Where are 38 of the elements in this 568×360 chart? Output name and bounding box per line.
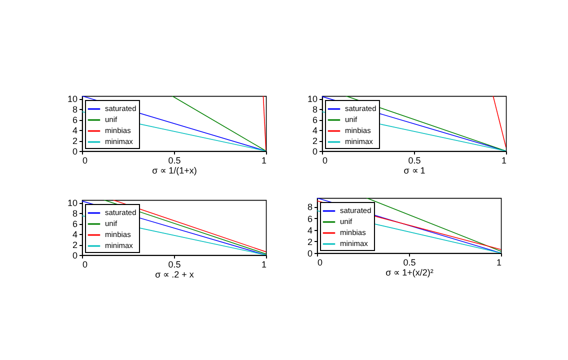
x-tick-label: 0 [82,260,88,270]
y-tick-label: 4 [72,230,78,240]
x-tick-label: 0 [322,156,328,166]
y-tick-label: 4 [72,126,78,136]
y-tick-label: 4 [312,126,318,136]
y-tick-label: 2 [312,136,318,146]
y-tick-label: 8 [72,104,78,115]
x-axis-title: σ ∝ .2 + x [155,270,194,280]
y-tick-label: 6 [312,115,318,126]
y-tick-label: 8 [72,208,78,219]
y-tick-label: 0 [72,250,78,260]
y-tick-label: 10 [307,94,318,104]
x-tick-label: 0.5 [168,156,181,166]
x-tick-label: 0.5 [403,258,416,268]
x-axis-title: σ ∝ 1 [404,166,426,176]
x-tick-label: 1 [501,156,506,166]
y-tick-label: 6 [72,219,78,230]
y-tick-label: 8 [312,104,318,115]
y-tick-label: 2 [72,136,78,146]
y-tick-label: 8 [307,202,312,212]
y-tick-label: 6 [72,115,78,126]
y-tick-label: 4 [307,225,312,236]
y-tick-label: 0 [312,146,318,156]
y-tick-label: 0 [307,248,312,258]
y-tick-label: 2 [307,236,312,247]
y-tick-label: 2 [72,240,78,250]
x-axis-title: σ ∝ 1+(x/2)² [386,268,434,278]
x-tick-label: 1 [496,258,502,268]
y-tick-label: 10 [67,94,78,104]
y-tick-label: 0 [72,146,78,156]
x-tick-label: 0.5 [408,156,421,166]
x-tick-label: 0 [82,156,88,166]
y-tick-label: 10 [67,198,78,208]
x-tick-label: 1 [261,156,266,166]
y-tick-label: 6 [307,214,312,224]
x-axis-title: σ ∝ 1/(1+x) [152,166,197,176]
x-tick-label: 1 [261,260,266,270]
x-tick-label: 0.5 [168,260,181,270]
